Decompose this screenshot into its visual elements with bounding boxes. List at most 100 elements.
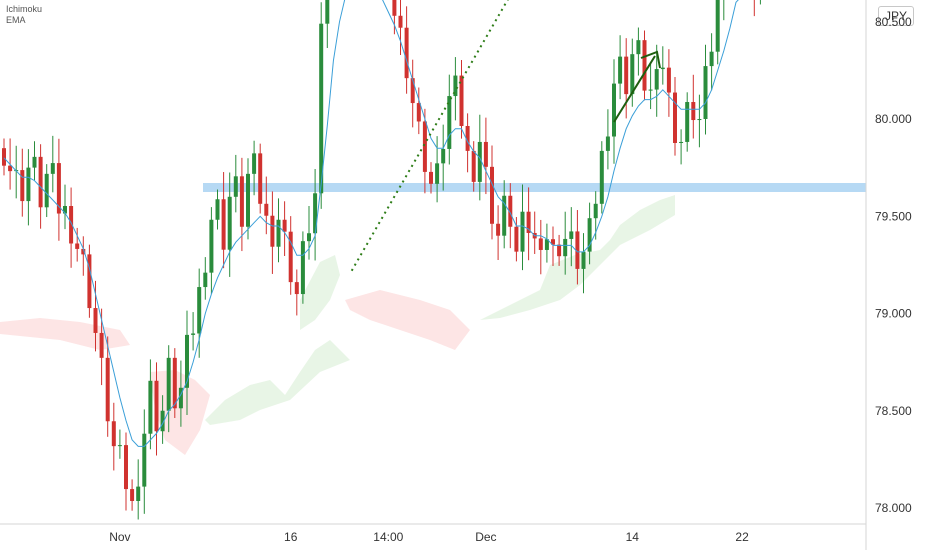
candle-body <box>276 219 281 247</box>
cloud-area <box>345 290 470 350</box>
candle-body <box>288 231 293 283</box>
candle-body <box>490 166 494 224</box>
candle-body <box>587 218 592 252</box>
projection-arrow-head <box>640 50 661 69</box>
x-tick-label: 14 <box>626 530 640 544</box>
cloud-area <box>205 340 350 425</box>
candle-body <box>691 102 696 121</box>
candle-body <box>618 56 623 84</box>
candle-body <box>105 357 110 422</box>
candle-body <box>465 126 470 151</box>
candle-body <box>178 387 183 409</box>
candle-body <box>392 0 397 16</box>
candle-body <box>636 40 641 55</box>
x-tick-label: Dec <box>475 530 496 544</box>
candle-body <box>319 23 324 194</box>
candle-body <box>416 103 421 122</box>
candle-body <box>130 489 135 501</box>
candle-body <box>8 165 13 172</box>
candle-body <box>148 380 153 434</box>
candle-body <box>197 287 202 334</box>
cloud-area <box>300 255 340 330</box>
candle-body <box>20 170 25 202</box>
cloud-area <box>150 370 210 455</box>
candle-body <box>715 0 720 52</box>
candle-body <box>203 272 208 288</box>
candle-body <box>679 141 684 143</box>
candle-body <box>75 243 80 249</box>
candle-body <box>496 223 501 236</box>
candle-body <box>544 239 549 250</box>
candle-body <box>471 150 476 182</box>
candle-body <box>233 176 238 197</box>
candle-body <box>575 231 580 269</box>
projection-arrow-line <box>613 55 656 123</box>
candle-body <box>593 203 598 219</box>
candle-body <box>246 173 250 227</box>
candle-body <box>447 96 452 149</box>
candle-body <box>654 69 659 90</box>
candle-body <box>307 233 311 242</box>
candle-body <box>441 148 446 164</box>
candle-body <box>264 203 269 216</box>
y-tick-label: 80.500 <box>875 15 912 29</box>
candle-body <box>258 153 263 204</box>
candle-body <box>2 148 6 166</box>
candle-body <box>239 176 244 227</box>
candle-body <box>459 75 464 127</box>
candle-body <box>502 195 507 236</box>
candle-body <box>642 40 647 91</box>
candles <box>2 0 761 520</box>
indicator-label-ema: EMA <box>6 15 26 25</box>
candle-body <box>422 121 427 172</box>
candle-body <box>124 445 128 490</box>
candle-body <box>300 241 305 295</box>
candle-body <box>209 219 214 273</box>
candle-body <box>160 410 165 432</box>
candle-body <box>624 56 629 95</box>
candle-body <box>50 163 55 174</box>
x-tick-label: 22 <box>735 530 749 544</box>
candle-body <box>56 163 61 214</box>
candle-body <box>563 238 568 257</box>
currency-badge[interactable]: JPY <box>878 6 914 26</box>
x-tick-label: Nov <box>109 530 130 544</box>
candle-body <box>252 153 257 174</box>
candle-body <box>551 239 555 245</box>
candle-body <box>599 150 604 204</box>
candle-body <box>117 445 122 447</box>
candle-body <box>429 171 433 184</box>
candle-body <box>294 282 299 295</box>
candle-body <box>191 333 196 335</box>
candle-body <box>227 196 232 250</box>
candle-body <box>453 75 458 97</box>
candle-body <box>404 27 409 79</box>
candle-body <box>69 206 74 244</box>
y-tick-label: 79.000 <box>875 307 912 321</box>
candle-body <box>26 167 31 202</box>
candle-body <box>44 173 49 208</box>
candle-body <box>154 380 159 432</box>
candle-body <box>87 254 92 309</box>
candle-body <box>221 199 226 250</box>
ema-line <box>3 0 739 447</box>
candle-body <box>514 226 519 252</box>
candle-body <box>557 244 562 257</box>
candle-body <box>709 51 714 67</box>
candle-body <box>612 83 616 137</box>
candle-body <box>526 211 531 233</box>
candle-body <box>136 486 141 501</box>
candle-body <box>520 211 525 252</box>
indicator-label-ichimoku: Ichimoku <box>6 4 43 14</box>
candle-body <box>673 92 677 143</box>
candle-body <box>483 141 488 167</box>
x-tick-label: 14:00 <box>373 530 403 544</box>
candle-body <box>172 357 177 409</box>
candle-body <box>81 248 86 255</box>
candle-body <box>435 163 440 184</box>
candle-body <box>111 421 116 447</box>
candle-body <box>166 357 171 411</box>
candle-body <box>185 334 189 388</box>
candle-body <box>666 67 671 93</box>
